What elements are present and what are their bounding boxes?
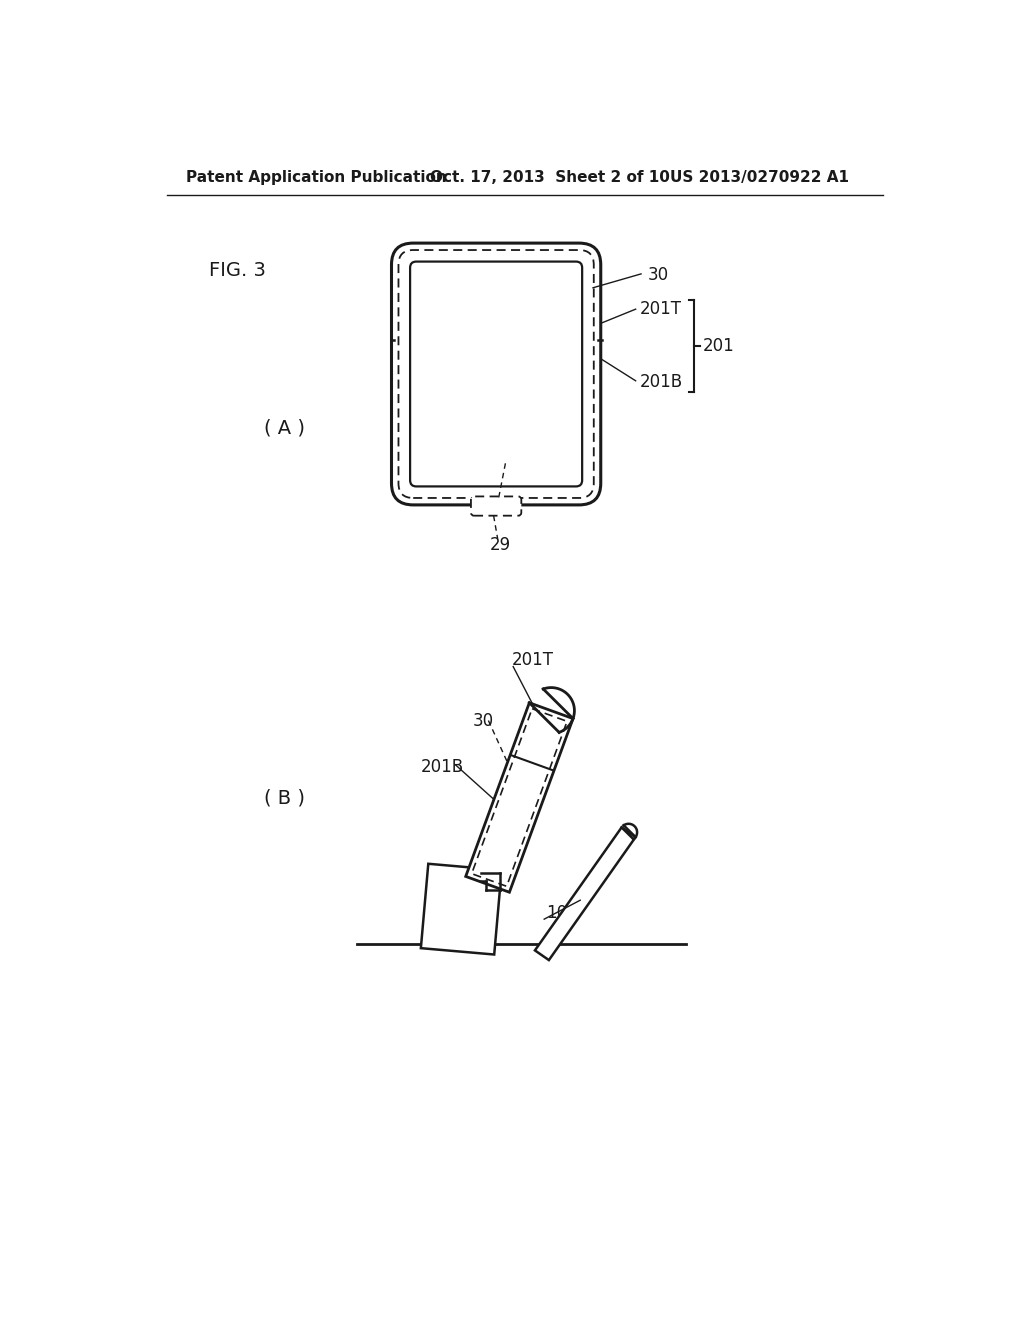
Text: 201T: 201T [640,300,682,318]
Text: 39: 39 [508,449,528,466]
Polygon shape [535,828,636,960]
FancyBboxPatch shape [471,496,521,516]
Text: ( B ): ( B ) [263,788,304,807]
Text: 30: 30 [473,711,494,730]
Text: 29: 29 [489,536,511,554]
Text: Patent Application Publication: Patent Application Publication [186,170,446,185]
FancyBboxPatch shape [410,261,583,487]
Text: 30: 30 [647,267,669,284]
Text: US 2013/0270922 A1: US 2013/0270922 A1 [671,170,850,185]
Text: 201B: 201B [421,758,464,776]
Text: ( A ): ( A ) [263,418,304,437]
Text: 201: 201 [703,337,735,355]
FancyBboxPatch shape [391,243,601,506]
Text: FIG. 3: FIG. 3 [209,260,266,280]
Text: 101: 101 [547,904,579,921]
Text: Oct. 17, 2013  Sheet 2 of 10: Oct. 17, 2013 Sheet 2 of 10 [430,170,670,185]
Polygon shape [421,863,502,954]
Text: 201T: 201T [512,652,554,669]
Polygon shape [466,702,573,892]
Text: 201B: 201B [640,374,683,391]
